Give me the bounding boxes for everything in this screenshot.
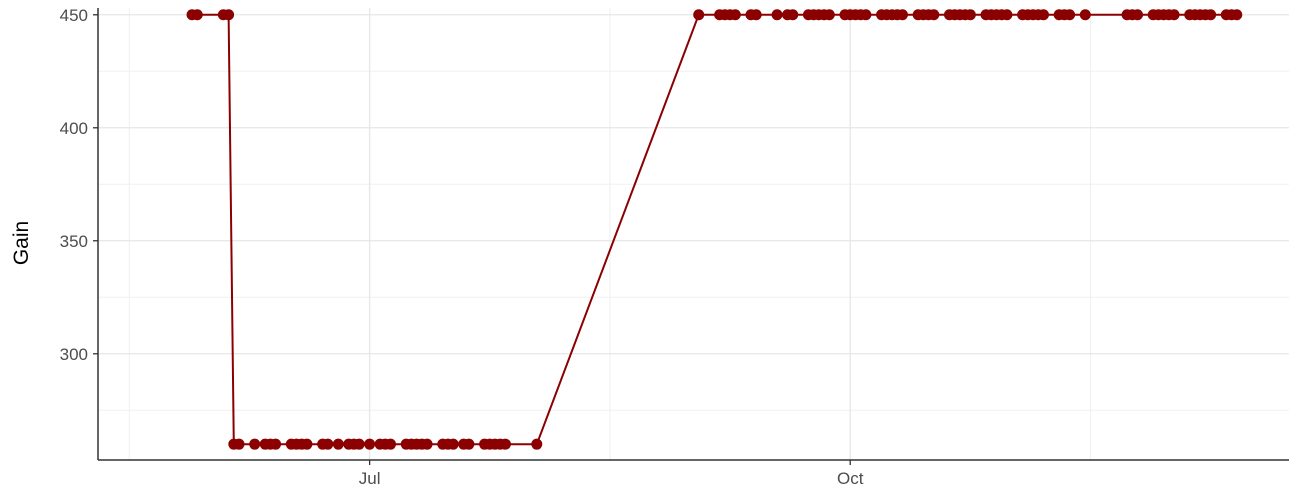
data-point [1079,9,1091,21]
data-point [750,9,762,21]
data-point [771,9,783,21]
data-point [787,9,799,21]
y-axis-title: Gain [10,221,33,265]
data-point [499,438,511,450]
data-point [191,9,203,21]
y-tick-label: 350 [60,232,88,251]
minor-gridlines [98,8,1289,460]
data-point [860,9,872,21]
data-point [1037,9,1049,21]
x-tick-label: Jul [359,469,381,488]
y-tick-label: 300 [60,345,88,364]
data-point [233,438,245,450]
data-point [322,438,334,450]
data-point [385,438,397,450]
y-tick-label: 450 [60,6,88,25]
major-gridlines [98,8,1289,460]
data-point [249,438,261,450]
data-point [270,438,282,450]
data-point [364,438,376,450]
data-point [301,438,313,450]
data-point [729,9,741,21]
series-line [192,13,1237,446]
x-tick-label: Oct [837,469,864,488]
data-point [531,438,543,450]
data-point [928,9,940,21]
data-point [353,438,365,450]
data-point [896,9,908,21]
data-point [223,9,235,21]
data-point [1205,9,1217,21]
data-point [1064,9,1076,21]
tick-labels: 300 350 400 450 Jul Oct [60,6,864,488]
data-point [463,438,475,450]
data-point [1001,9,1013,21]
data-point [964,9,976,21]
y-tick-label: 400 [60,119,88,138]
data-point [332,438,344,450]
data-point [823,9,835,21]
data-point [421,438,433,450]
data-point [447,438,459,450]
data-point [1168,9,1180,21]
axes-layer [93,8,1289,465]
series-layer [186,9,1243,450]
data-point [1132,9,1144,21]
data-point [1231,9,1243,21]
data-point [693,9,705,21]
